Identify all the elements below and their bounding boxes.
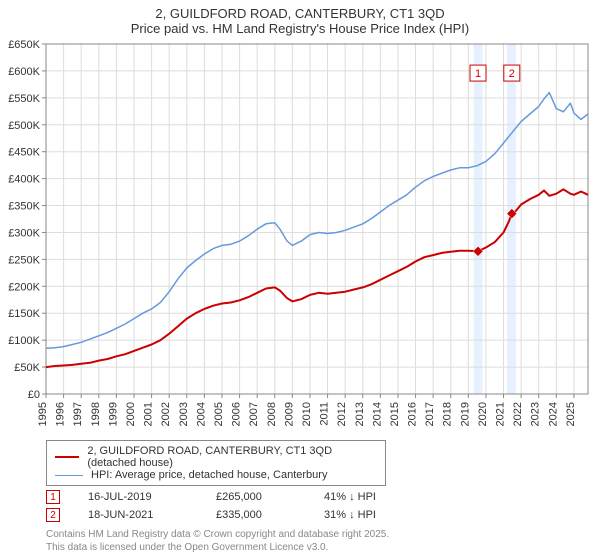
sale-date: 18-JUN-2021: [88, 509, 188, 521]
svg-text:£100K: £100K: [8, 335, 40, 347]
line-chart-svg: £0 £50K £100K £150K £200K £250K £300K £350K £400…: [0, 38, 600, 438]
svg-text:2018: 2018: [442, 402, 454, 426]
legend-swatch: [55, 475, 83, 476]
svg-text:1999: 1999: [107, 402, 119, 426]
svg-text:2: 2: [509, 68, 515, 80]
svg-text:£450K: £450K: [8, 147, 40, 159]
svg-text:2022: 2022: [512, 402, 524, 426]
legend-label: 2, GUILDFORD ROAD, CANTERBURY, CT1 3QD (…: [87, 445, 377, 469]
svg-text:2007: 2007: [248, 402, 260, 426]
svg-text:£650K: £650K: [8, 39, 40, 51]
sale-delta: 31% ↓ HPI: [324, 509, 376, 521]
svg-text:2015: 2015: [389, 402, 401, 426]
svg-text:1995: 1995: [37, 402, 49, 426]
svg-text:2003: 2003: [178, 402, 190, 426]
svg-text:1996: 1996: [55, 402, 67, 426]
svg-text:2025: 2025: [565, 402, 577, 426]
svg-text:2017: 2017: [424, 402, 436, 426]
svg-text:2024: 2024: [547, 402, 559, 426]
legend: 2, GUILDFORD ROAD, CANTERBURY, CT1 3QD (…: [46, 440, 386, 486]
svg-text:1998: 1998: [90, 402, 102, 426]
footer-line1: Contains HM Land Registry data © Crown c…: [46, 528, 588, 541]
chart-area: £0 £50K £100K £150K £200K £250K £300K £350K £400…: [0, 38, 600, 438]
sale-row: 2 18-JUN-2021 £335,000 31% ↓ HPI: [46, 508, 588, 522]
sale-marker: 2: [46, 508, 60, 522]
svg-text:2016: 2016: [407, 402, 419, 426]
svg-text:2010: 2010: [301, 402, 313, 426]
svg-text:2002: 2002: [160, 402, 172, 426]
svg-text:£0: £0: [28, 389, 40, 401]
svg-text:2014: 2014: [371, 402, 383, 426]
svg-text:£500K: £500K: [8, 120, 40, 132]
svg-text:£400K: £400K: [8, 174, 40, 186]
footer-attribution: Contains HM Land Registry data © Crown c…: [46, 528, 588, 554]
svg-text:£350K: £350K: [8, 201, 40, 213]
sale-price: £265,000: [216, 491, 296, 503]
svg-text:£250K: £250K: [8, 254, 40, 266]
sale-marker: 1: [46, 490, 60, 504]
svg-text:£150K: £150K: [8, 308, 40, 320]
svg-text:2011: 2011: [319, 402, 331, 426]
svg-text:1997: 1997: [72, 402, 84, 426]
legend-swatch: [55, 456, 79, 458]
legend-label: HPI: Average price, detached house, Cant…: [91, 469, 327, 481]
svg-text:£50K: £50K: [14, 362, 40, 374]
svg-text:2006: 2006: [231, 402, 243, 426]
svg-text:2023: 2023: [530, 402, 542, 426]
chart-title-address: 2, GUILDFORD ROAD, CANTERBURY, CT1 3QD: [0, 6, 600, 21]
legend-item: 2, GUILDFORD ROAD, CANTERBURY, CT1 3QD (…: [55, 445, 377, 469]
svg-text:2000: 2000: [125, 402, 137, 426]
legend-item: HPI: Average price, detached house, Cant…: [55, 469, 377, 481]
svg-text:2001: 2001: [143, 402, 155, 426]
svg-text:£200K: £200K: [8, 281, 40, 293]
svg-text:£300K: £300K: [8, 227, 40, 239]
chart-title-sub: Price paid vs. HM Land Registry's House …: [0, 21, 600, 36]
svg-text:£600K: £600K: [8, 66, 40, 78]
svg-text:2020: 2020: [477, 402, 489, 426]
sale-date: 16-JUL-2019: [88, 491, 188, 503]
svg-text:1: 1: [475, 68, 481, 80]
footer-line2: This data is licensed under the Open Gov…: [46, 541, 588, 554]
svg-text:2008: 2008: [266, 402, 278, 426]
svg-text:2005: 2005: [213, 402, 225, 426]
svg-text:2012: 2012: [336, 402, 348, 426]
svg-text:2009: 2009: [283, 402, 295, 426]
svg-text:2013: 2013: [354, 402, 366, 426]
sales-table: 1 16-JUL-2019 £265,000 41% ↓ HPI 2 18-JUN-202…: [46, 490, 588, 522]
sale-delta: 41% ↓ HPI: [324, 491, 376, 503]
sale-price: £335,000: [216, 509, 296, 521]
svg-text:2004: 2004: [195, 402, 207, 426]
svg-text:2021: 2021: [495, 402, 507, 426]
svg-text:£550K: £550K: [8, 93, 40, 105]
svg-text:2019: 2019: [459, 402, 471, 426]
sale-row: 1 16-JUL-2019 £265,000 41% ↓ HPI: [46, 490, 588, 504]
